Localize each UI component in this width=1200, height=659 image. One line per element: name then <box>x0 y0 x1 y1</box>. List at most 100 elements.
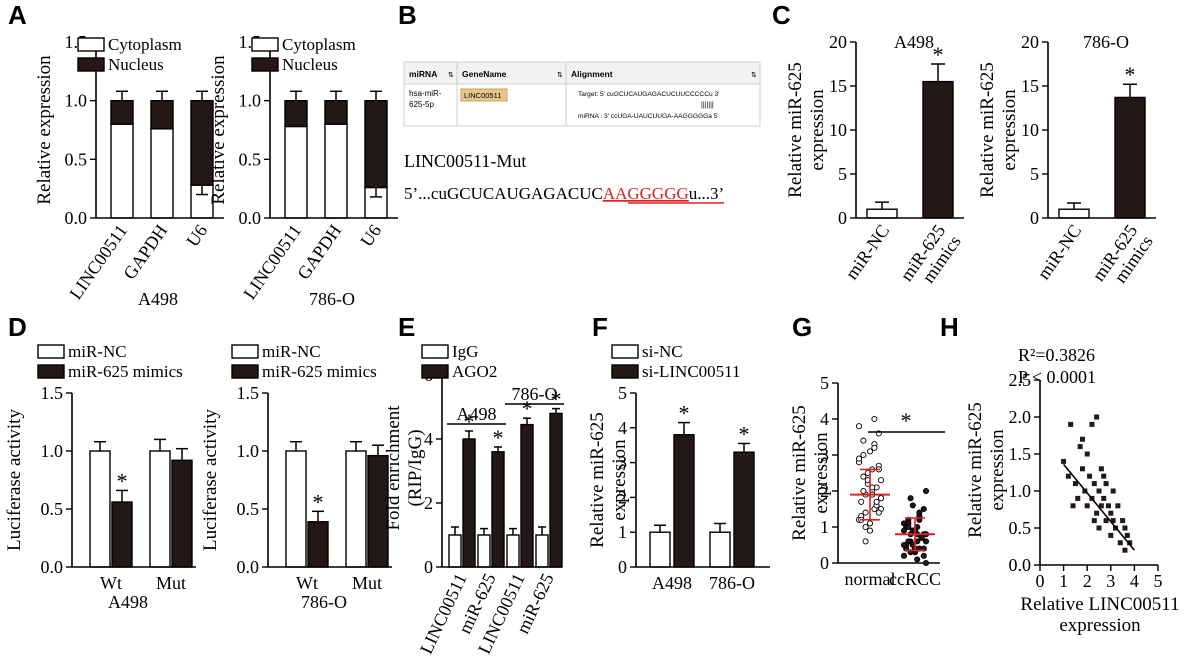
mirna-cell-line1: hsa-miR- <box>409 89 442 98</box>
x-tick-label: 5 <box>1154 571 1163 591</box>
data-point <box>877 477 885 484</box>
mutant-title: LINC00511-Mut <box>404 151 526 171</box>
legend-label: Cytoplasm <box>108 35 182 54</box>
y-axis-label: Relative miR-625expression <box>965 402 1008 538</box>
y-tick-label: 0.0 <box>239 208 262 228</box>
x-axis-label-line2: expression <box>1059 615 1141 636</box>
x-tick-label: 4 <box>1130 571 1139 591</box>
x-tick-label: U6 <box>182 221 211 250</box>
bar-treatment <box>1114 96 1146 219</box>
y-axis-label-line2: expression <box>987 429 1008 511</box>
y-axis-label-line1: Relative miR-625 <box>785 62 806 198</box>
panel-label-f: F <box>592 312 608 342</box>
y-tick-label: 1.0 <box>237 441 260 461</box>
bar-cytoplasm <box>284 125 308 219</box>
legend-swatch-light <box>421 344 449 359</box>
legend-swatch-light <box>77 37 105 52</box>
y-tick-label: 4 <box>820 409 829 429</box>
data-point <box>1098 466 1104 472</box>
legend-label: IgG <box>452 342 478 361</box>
target-sequence: Target: 5' cuGCUCAUGAGACUCUUCCCCCu 3' <box>578 91 719 98</box>
chart-title: A498 <box>894 32 934 52</box>
y-tick-label: 1.0 <box>41 441 64 461</box>
bar-si-nc <box>649 531 671 568</box>
gene-cell: LINC00511 <box>464 91 501 100</box>
x-tick-label: 2 <box>1083 571 1092 591</box>
y-tick-label: 3 <box>820 445 829 465</box>
pairing-marks: ||||||| <box>701 102 714 109</box>
y-tick-label: 1.0 <box>1009 481 1032 501</box>
data-point <box>875 509 882 516</box>
bar-mir-nc <box>345 450 367 568</box>
data-point <box>1077 444 1083 450</box>
x-tick-label: Wt <box>100 573 122 593</box>
data-point <box>1103 518 1109 524</box>
bar-cytoplasm <box>110 123 134 219</box>
bar-nucleus <box>110 99 134 125</box>
bar-treatment <box>922 80 954 219</box>
y-axis-label: Relative miR-625expression <box>789 405 832 541</box>
legend-label: miR-NC <box>262 342 321 361</box>
data-point <box>1127 540 1133 546</box>
y-axis-label: Luciferase activity <box>200 409 221 551</box>
data-point <box>1079 466 1085 472</box>
significance-star: * <box>933 42 944 67</box>
charts-layer: 0.0 0.5 1.0 1.5 Relative expression Cytoplasm… <box>4 32 1180 657</box>
significance-star: * <box>464 409 475 434</box>
data-point <box>860 487 867 495</box>
y-tick-label: 10 <box>1021 120 1039 140</box>
data-point <box>1101 495 1107 501</box>
bar-nucleus <box>150 99 174 130</box>
significance-star: * <box>551 387 562 412</box>
y-tick-label: 1.5 <box>41 383 64 403</box>
data-point <box>914 556 921 563</box>
bar-cytoplasm <box>324 123 348 219</box>
y-axis-label-line1: Relative miR-625 <box>977 62 998 198</box>
panel-label-a: A <box>8 0 27 30</box>
x-tick-label: 0 <box>1036 571 1045 591</box>
data-point <box>1070 503 1076 509</box>
y-tick-label: 1.5 <box>237 383 260 403</box>
x-tick-label: normal <box>845 569 896 589</box>
y-tick-label: 5 <box>618 383 627 403</box>
x-tick-label: miR-NC <box>1033 221 1085 283</box>
data-point <box>1061 458 1067 464</box>
bar-si-nc <box>709 531 731 568</box>
data-point <box>1089 421 1095 427</box>
y-tick-label: 0 <box>618 557 627 577</box>
y-axis-label-line2: expression <box>609 439 630 521</box>
significance-star: * <box>313 489 324 514</box>
data-point <box>1103 481 1109 487</box>
y-tick-label: 0.5 <box>1009 518 1032 538</box>
y-axis-label-line1: Fold enrichment <box>383 405 404 531</box>
data-point <box>1079 436 1085 442</box>
header-mirna: miRNA <box>409 69 437 79</box>
y-axis-label: Relative expression <box>34 55 55 205</box>
chart-subtitle: A498 <box>138 289 178 309</box>
data-point <box>1084 503 1090 509</box>
bar-control <box>866 208 898 219</box>
sort-icon: ⇅ <box>448 71 454 79</box>
data-point <box>905 538 912 545</box>
y-tick-label: 5 <box>820 373 829 393</box>
data-point <box>900 527 908 534</box>
legend-swatch-dark <box>231 364 259 379</box>
data-point <box>909 502 916 509</box>
x-tick-label: LINC00511 <box>65 221 131 303</box>
y-tick-label: 2 <box>424 493 433 513</box>
y-tick-label: 1.0 <box>65 91 88 111</box>
x-tick-label: 3 <box>1106 571 1115 591</box>
data-point <box>855 455 863 462</box>
mirna-cell-line2: 625-5p <box>409 100 434 109</box>
y-tick-label: 0.0 <box>65 208 88 228</box>
data-point <box>1117 540 1123 546</box>
bar-nucleus <box>324 99 348 125</box>
x-tick-label: U6 <box>356 221 385 250</box>
mutant-seq-suffix: u...3’ <box>689 184 724 203</box>
p-value-label: P < 0.0001 <box>1018 367 1096 387</box>
data-point <box>1084 451 1090 457</box>
panel-label-b: B <box>398 0 417 30</box>
legend-swatch-light <box>37 344 65 359</box>
data-point <box>1110 518 1116 524</box>
x-tick-label: miR-NC <box>841 221 893 283</box>
